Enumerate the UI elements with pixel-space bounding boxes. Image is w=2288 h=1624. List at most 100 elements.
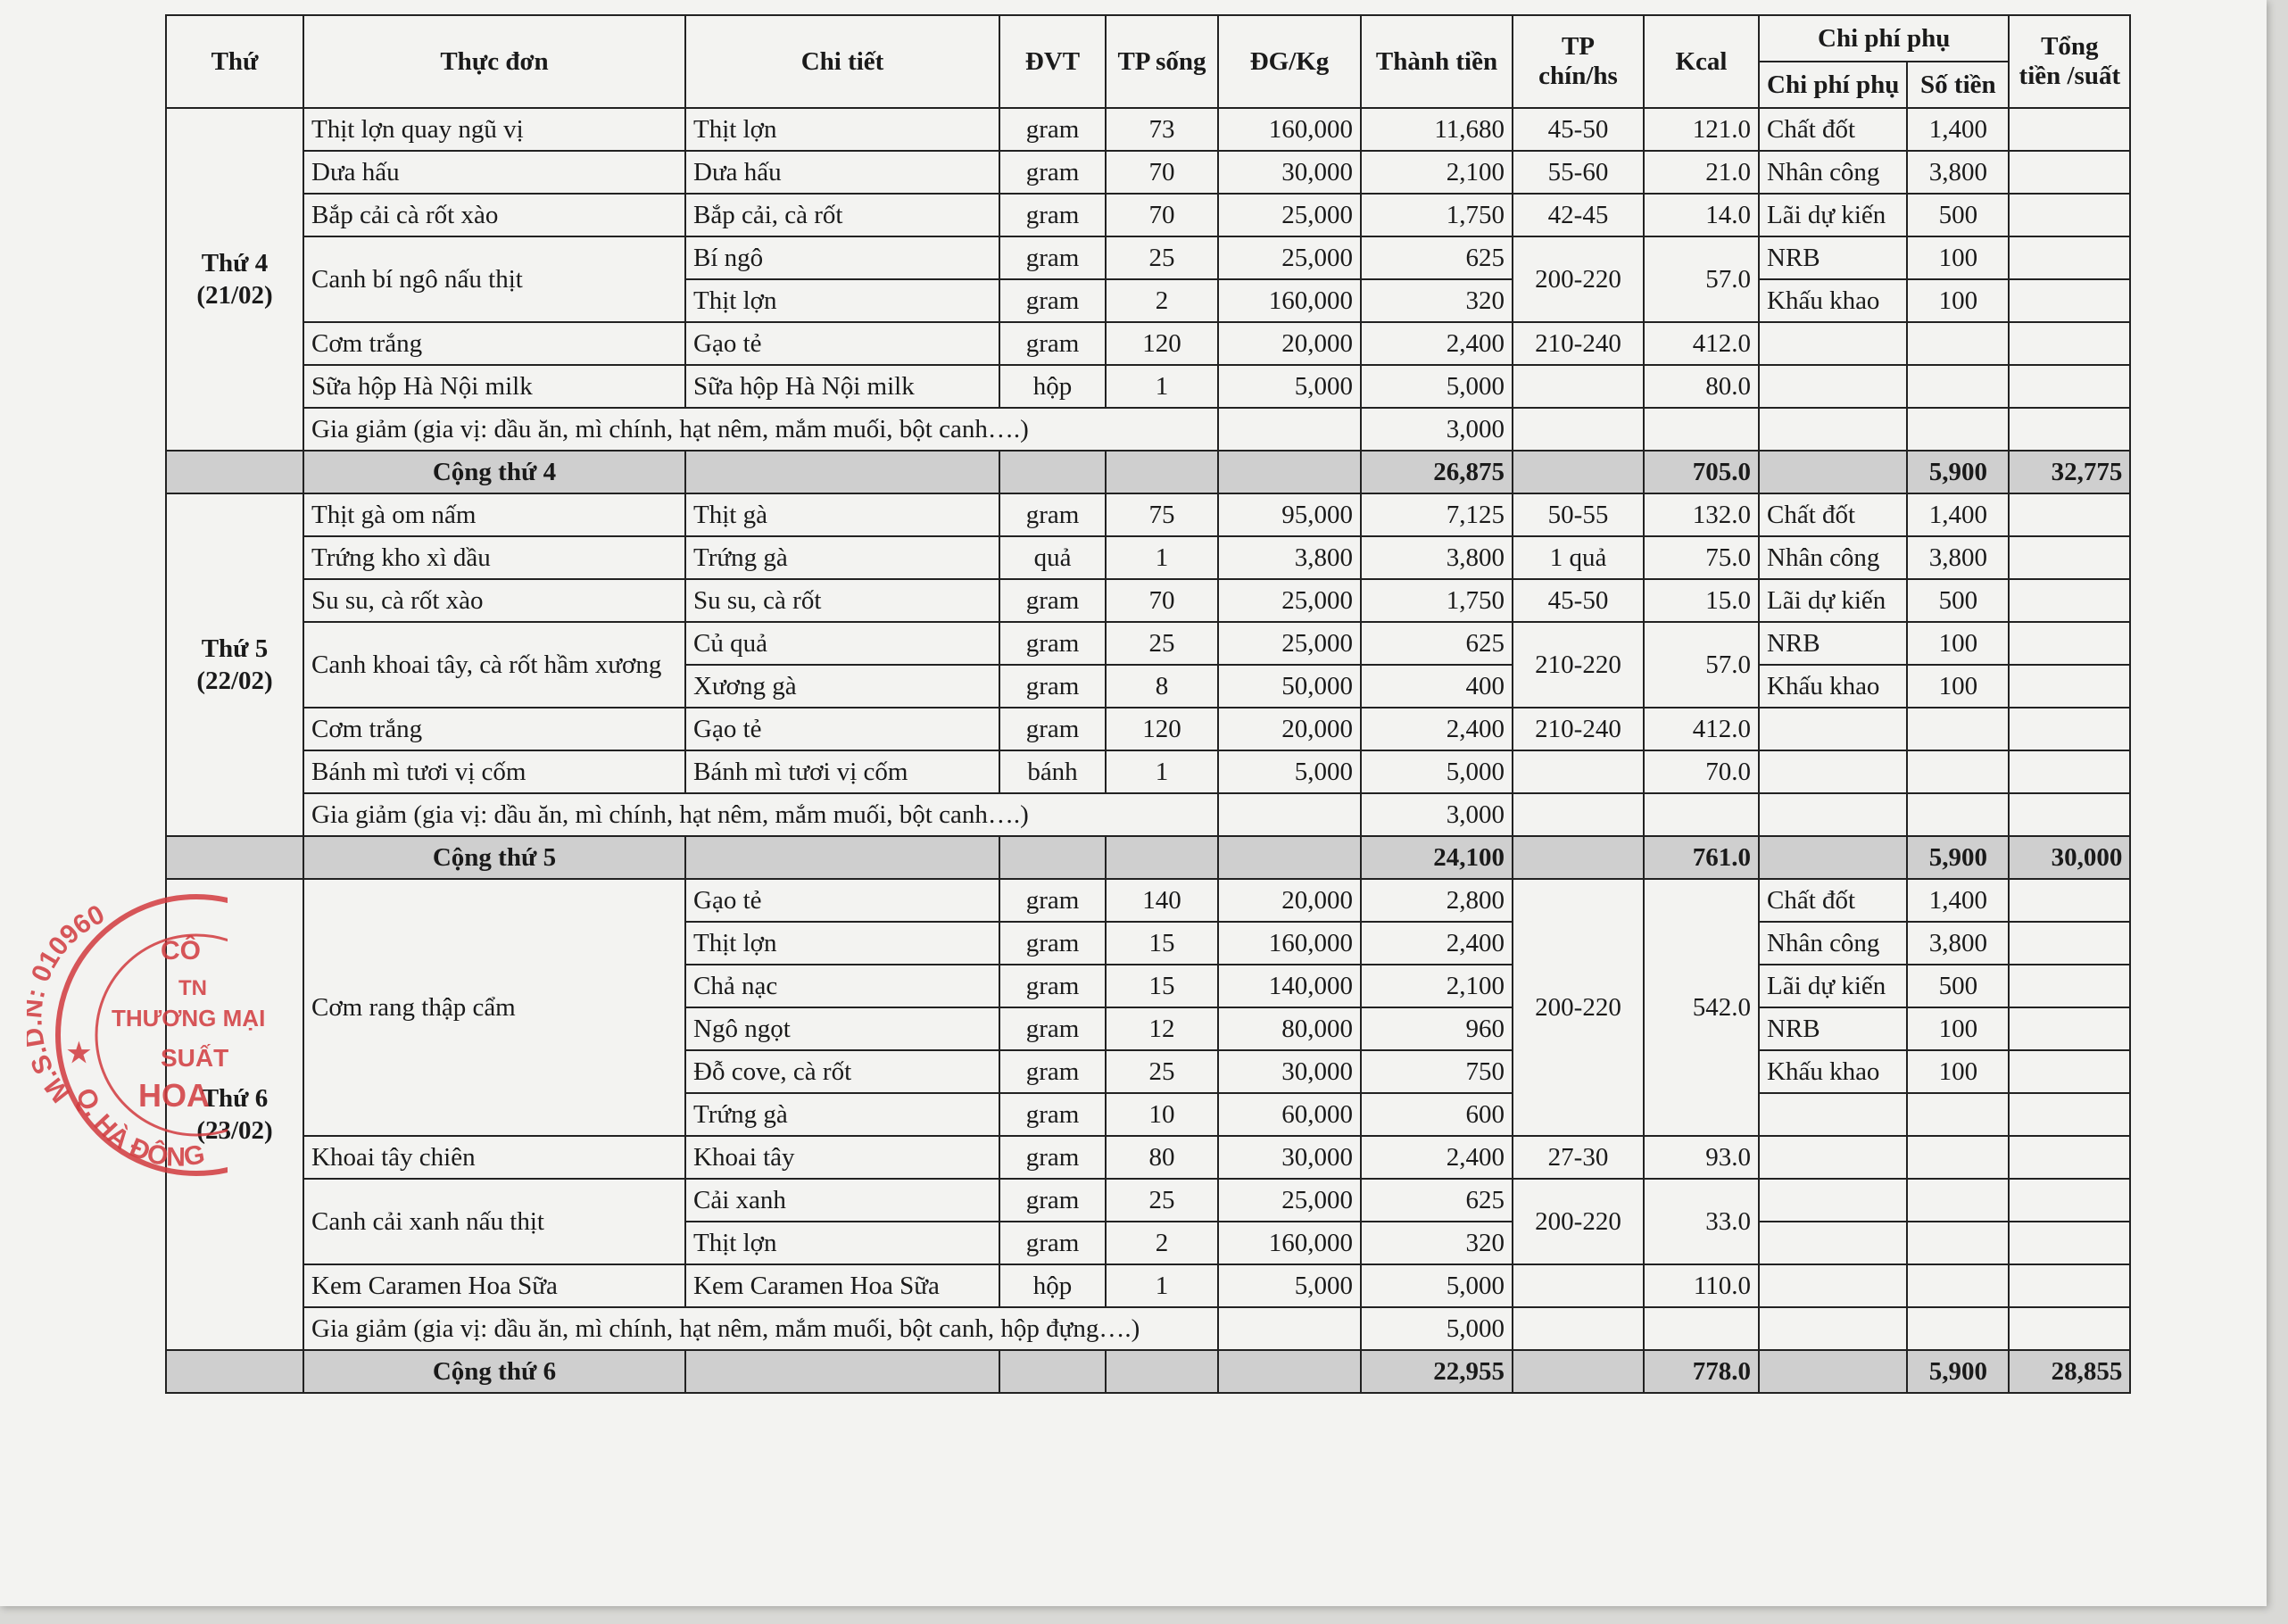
unit-price: 160,000 xyxy=(1217,107,1362,152)
day-cell: Thứ 5 (22/02) xyxy=(165,493,304,837)
table-row: Ngô ngọt gram 12 80,000 960 NRB 100 xyxy=(166,1007,2132,1051)
header-extra-amount: Số tiền xyxy=(1906,61,2010,109)
seasoning-row: Gia giảm (gia vị: dầu ăn, mì chính, hạt … xyxy=(166,1306,2132,1351)
table-row: Sữa hộp Hà Nội milk Sữa hộp Hà Nội milk hộ… xyxy=(166,364,2132,409)
empty-cell xyxy=(1643,792,1760,837)
unit-price: 5,000 xyxy=(1217,364,1362,409)
line-amount: 625 xyxy=(1360,1178,1513,1222)
extra-cost-name xyxy=(1757,321,1909,366)
extra-cost-name xyxy=(1757,1092,1909,1137)
day-total-row: Cộng thứ 5 24,100 761.0 5,900 30,000 xyxy=(165,835,2132,880)
extra-cost-name: Nhân công xyxy=(1757,921,1909,965)
header-price: ĐG/Kg xyxy=(1217,14,1362,109)
empty-cell xyxy=(1757,835,1909,880)
header-amount: Thành tiền xyxy=(1360,14,1513,109)
raw-qty: 80 xyxy=(1105,1135,1219,1180)
raw-qty: 120 xyxy=(1105,321,1219,366)
per-meal-cell xyxy=(2008,707,2132,751)
kcal: 14.0 xyxy=(1643,193,1760,237)
unit: gram xyxy=(999,621,1107,666)
empty-cell xyxy=(684,1349,1000,1394)
table-row: Su su, cà rốt xào Su su, cà rốt gram 70 25,0… xyxy=(166,578,2132,623)
extra-cost-name: Khấu khao xyxy=(1757,278,1909,323)
dish-name: Bánh mì tươi vị cốm xyxy=(303,750,686,794)
per-meal-cell xyxy=(2008,1178,2132,1222)
extra-cost-name: Chất đốt xyxy=(1757,878,1909,923)
empty-cell xyxy=(1757,1306,1909,1351)
extra-cost-name: NRB xyxy=(1757,621,1909,666)
day-cell xyxy=(165,1349,304,1394)
extra-cost-amount: 100 xyxy=(1906,236,2010,280)
extra-cost-amount xyxy=(1906,1092,2010,1137)
ingredient: Bắp cải, cà rốt xyxy=(684,193,1000,237)
unit-price: 80,000 xyxy=(1217,1007,1362,1051)
extra-cost-amount: 100 xyxy=(1906,1049,2010,1094)
extra-cost-name: NRB xyxy=(1757,236,1909,280)
extra-cost-name: Khấu khao xyxy=(1757,1049,1909,1094)
unit: hộp xyxy=(999,1264,1107,1308)
unit-price: 95,000 xyxy=(1217,493,1362,537)
kcal: 542.0 xyxy=(1643,878,1760,1137)
unit: gram xyxy=(999,578,1107,623)
dish-name: Thịt lợn quay ngũ vị xyxy=(303,107,686,152)
unit-price: 160,000 xyxy=(1217,278,1362,323)
ingredient: Kem Caramen Hoa Sữa xyxy=(684,1264,1000,1308)
kcal: 15.0 xyxy=(1643,578,1760,623)
extra-cost-amount xyxy=(1906,1135,2010,1180)
extra-cost-amount: 500 xyxy=(1906,578,2010,623)
extra-cost-amount xyxy=(1906,750,2010,794)
header-per-meal: Tổng tiền /suất xyxy=(2008,14,2132,109)
cooked-qty xyxy=(1512,364,1645,409)
unit: gram xyxy=(999,1178,1107,1222)
empty-cell xyxy=(1105,835,1219,880)
dish-name: Canh bí ngô nấu thịt xyxy=(303,236,686,323)
total-amount: 22,955 xyxy=(1360,1349,1513,1394)
raw-qty: 120 xyxy=(1105,707,1219,751)
extra-cost-amount: 3,800 xyxy=(1906,921,2010,965)
total-amount: 24,100 xyxy=(1360,835,1513,880)
kcal: 110.0 xyxy=(1643,1264,1760,1308)
extra-cost-amount xyxy=(1906,1264,2010,1308)
total-amount: 26,875 xyxy=(1360,450,1513,494)
empty-cell xyxy=(1512,1349,1645,1394)
dish-name: Khoai tây chiên xyxy=(303,1135,686,1180)
unit: gram xyxy=(999,1092,1107,1137)
kcal: 21.0 xyxy=(1643,150,1760,195)
ingredient: Dưa hấu xyxy=(684,150,1000,195)
ingredient: Chả nạc xyxy=(684,964,1000,1008)
unit-price xyxy=(1217,1306,1362,1351)
cooked-qty: 45-50 xyxy=(1512,578,1645,623)
ingredient: Gạo tẻ xyxy=(684,321,1000,366)
seasoning-label: Gia giảm (gia vị: dầu ăn, mì chính, hạt … xyxy=(303,792,1219,837)
total-label: Cộng thứ 6 xyxy=(303,1349,686,1394)
table-row: Xương gà gram 8 50,000 400 Khấu khao 100 xyxy=(166,664,2132,708)
kcal: 412.0 xyxy=(1643,321,1760,366)
raw-qty: 15 xyxy=(1105,921,1219,965)
cooked-qty: 200-220 xyxy=(1512,1178,1645,1265)
header-kcal: Kcal xyxy=(1643,14,1760,109)
table-row: Thịt lợn gram 2 160,000 320 Khấu khao 100 xyxy=(166,278,2132,323)
per-meal-cell xyxy=(2008,364,2132,409)
extra-cost-name xyxy=(1757,364,1909,409)
per-meal-cell xyxy=(2008,107,2132,152)
unit-price: 25,000 xyxy=(1217,193,1362,237)
unit-price: 60,000 xyxy=(1217,1092,1362,1137)
ingredient: Xương gà xyxy=(684,664,1000,708)
dish-name: Bắp cải cà rốt xào xyxy=(303,193,686,237)
ingredient: Thịt lợn xyxy=(684,921,1000,965)
raw-qty: 70 xyxy=(1105,150,1219,195)
table-row: Thịt lợn gram 15 160,000 2,400 Nhân công 3,800 xyxy=(166,921,2132,965)
line-amount: 625 xyxy=(1360,236,1513,280)
per-meal-cell xyxy=(2008,1264,2132,1308)
seasoning-row: Gia giảm (gia vị: dầu ăn, mì chính, hạt … xyxy=(166,407,2132,452)
total-extra: 5,900 xyxy=(1906,1349,2010,1394)
unit-price: 160,000 xyxy=(1217,921,1362,965)
ingredient: Trứng gà xyxy=(684,535,1000,580)
ingredient: Cải xanh xyxy=(684,1178,1000,1222)
day-cell xyxy=(165,450,304,494)
per-meal-cell xyxy=(2008,664,2132,708)
raw-qty: 2 xyxy=(1105,278,1219,323)
raw-qty: 70 xyxy=(1105,578,1219,623)
table-row: Thứ 4 (21/02) Thịt lợn quay ngũ vị Thịt lợn… xyxy=(165,107,2132,452)
empty-cell xyxy=(1757,1349,1909,1394)
